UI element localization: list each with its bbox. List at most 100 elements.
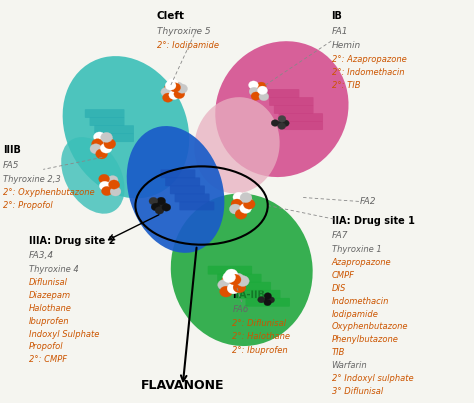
Text: CMPF: CMPF bbox=[331, 271, 355, 280]
Circle shape bbox=[109, 180, 119, 189]
Circle shape bbox=[271, 120, 279, 127]
Text: FA3,4: FA3,4 bbox=[29, 251, 54, 260]
Text: IIIA: Drug site 2: IIIA: Drug site 2 bbox=[29, 236, 116, 246]
FancyBboxPatch shape bbox=[208, 266, 252, 274]
Circle shape bbox=[243, 199, 255, 209]
Circle shape bbox=[282, 120, 289, 127]
Circle shape bbox=[149, 197, 158, 205]
Circle shape bbox=[99, 174, 109, 183]
Circle shape bbox=[225, 269, 238, 280]
Circle shape bbox=[167, 79, 178, 88]
Text: FA5: FA5 bbox=[3, 160, 19, 170]
Circle shape bbox=[226, 278, 239, 289]
Circle shape bbox=[100, 181, 110, 191]
Circle shape bbox=[158, 202, 167, 209]
FancyBboxPatch shape bbox=[274, 105, 314, 114]
FancyBboxPatch shape bbox=[174, 193, 210, 202]
Circle shape bbox=[221, 276, 234, 287]
Circle shape bbox=[173, 82, 183, 91]
Circle shape bbox=[96, 149, 108, 159]
Circle shape bbox=[228, 274, 241, 285]
Circle shape bbox=[264, 299, 271, 306]
Text: Thyroxine 1: Thyroxine 1 bbox=[331, 245, 381, 254]
Ellipse shape bbox=[171, 193, 313, 346]
Ellipse shape bbox=[215, 41, 348, 177]
Circle shape bbox=[100, 132, 112, 142]
Circle shape bbox=[251, 92, 261, 100]
Circle shape bbox=[257, 87, 267, 95]
Circle shape bbox=[258, 297, 265, 303]
Text: 2°: Oxyphenbutazone: 2°: Oxyphenbutazone bbox=[3, 188, 95, 197]
Circle shape bbox=[248, 81, 258, 89]
Circle shape bbox=[223, 272, 236, 283]
Circle shape bbox=[174, 89, 185, 99]
Text: 2°: CMPF: 2°: CMPF bbox=[29, 355, 67, 364]
Circle shape bbox=[264, 293, 272, 299]
Circle shape bbox=[235, 209, 247, 219]
Text: 2°: Indomethacin: 2°: Indomethacin bbox=[331, 68, 404, 77]
Circle shape bbox=[100, 143, 112, 153]
Circle shape bbox=[165, 81, 176, 90]
Text: IB: IB bbox=[331, 11, 342, 21]
Circle shape bbox=[177, 84, 188, 93]
Circle shape bbox=[256, 82, 266, 90]
Circle shape bbox=[218, 279, 230, 290]
Circle shape bbox=[231, 278, 244, 289]
FancyBboxPatch shape bbox=[269, 97, 314, 106]
FancyBboxPatch shape bbox=[217, 274, 262, 283]
Circle shape bbox=[170, 83, 181, 92]
Circle shape bbox=[155, 202, 164, 209]
Text: FA2: FA2 bbox=[360, 197, 376, 206]
FancyBboxPatch shape bbox=[165, 177, 200, 186]
Circle shape bbox=[257, 86, 267, 94]
Text: Indoxyl Sulphate: Indoxyl Sulphate bbox=[29, 330, 100, 339]
Circle shape bbox=[101, 135, 113, 145]
Circle shape bbox=[233, 282, 246, 293]
Text: FA1: FA1 bbox=[331, 27, 348, 36]
Circle shape bbox=[259, 92, 269, 101]
FancyBboxPatch shape bbox=[279, 113, 323, 122]
Text: IIA-IIB: IIA-IIB bbox=[232, 290, 265, 300]
Circle shape bbox=[219, 286, 232, 297]
Text: 2°: Diflunisal: 2°: Diflunisal bbox=[232, 319, 286, 328]
Circle shape bbox=[90, 144, 102, 154]
Ellipse shape bbox=[127, 126, 224, 253]
Circle shape bbox=[173, 87, 183, 96]
Text: Iodipamide: Iodipamide bbox=[331, 310, 378, 318]
Circle shape bbox=[278, 116, 286, 122]
FancyBboxPatch shape bbox=[90, 117, 125, 126]
Text: Halothane: Halothane bbox=[29, 304, 72, 313]
FancyBboxPatch shape bbox=[283, 121, 323, 130]
Text: TIB: TIB bbox=[331, 348, 345, 357]
Text: 3° Diflunisal: 3° Diflunisal bbox=[331, 386, 383, 396]
Text: 2°: Azapropazone: 2°: Azapropazone bbox=[331, 55, 406, 64]
Circle shape bbox=[155, 207, 164, 214]
Text: Hemin: Hemin bbox=[331, 41, 361, 50]
Ellipse shape bbox=[61, 137, 125, 214]
Circle shape bbox=[264, 297, 272, 303]
FancyBboxPatch shape bbox=[94, 125, 134, 134]
Circle shape bbox=[267, 297, 274, 303]
Text: DIS: DIS bbox=[331, 284, 346, 293]
Circle shape bbox=[227, 283, 240, 294]
Ellipse shape bbox=[194, 97, 280, 193]
Text: 2° Indoxyl sulphate: 2° Indoxyl sulphate bbox=[331, 374, 413, 383]
Circle shape bbox=[236, 201, 247, 210]
Text: Indomethacin: Indomethacin bbox=[331, 297, 389, 306]
FancyBboxPatch shape bbox=[227, 282, 271, 291]
Circle shape bbox=[233, 192, 245, 202]
Text: Oxyphenbutazone: Oxyphenbutazone bbox=[331, 322, 408, 331]
Text: 2°: Iodipamide: 2°: Iodipamide bbox=[156, 41, 219, 50]
Text: FLAVANONE: FLAVANONE bbox=[141, 379, 224, 392]
Circle shape bbox=[231, 273, 244, 284]
Ellipse shape bbox=[63, 56, 189, 198]
Text: FA7: FA7 bbox=[331, 231, 348, 240]
Circle shape bbox=[101, 187, 112, 195]
FancyBboxPatch shape bbox=[246, 298, 290, 307]
Circle shape bbox=[91, 139, 103, 149]
Circle shape bbox=[104, 139, 116, 149]
Circle shape bbox=[253, 87, 263, 95]
FancyBboxPatch shape bbox=[160, 169, 195, 178]
Circle shape bbox=[109, 181, 119, 190]
Circle shape bbox=[163, 93, 173, 102]
